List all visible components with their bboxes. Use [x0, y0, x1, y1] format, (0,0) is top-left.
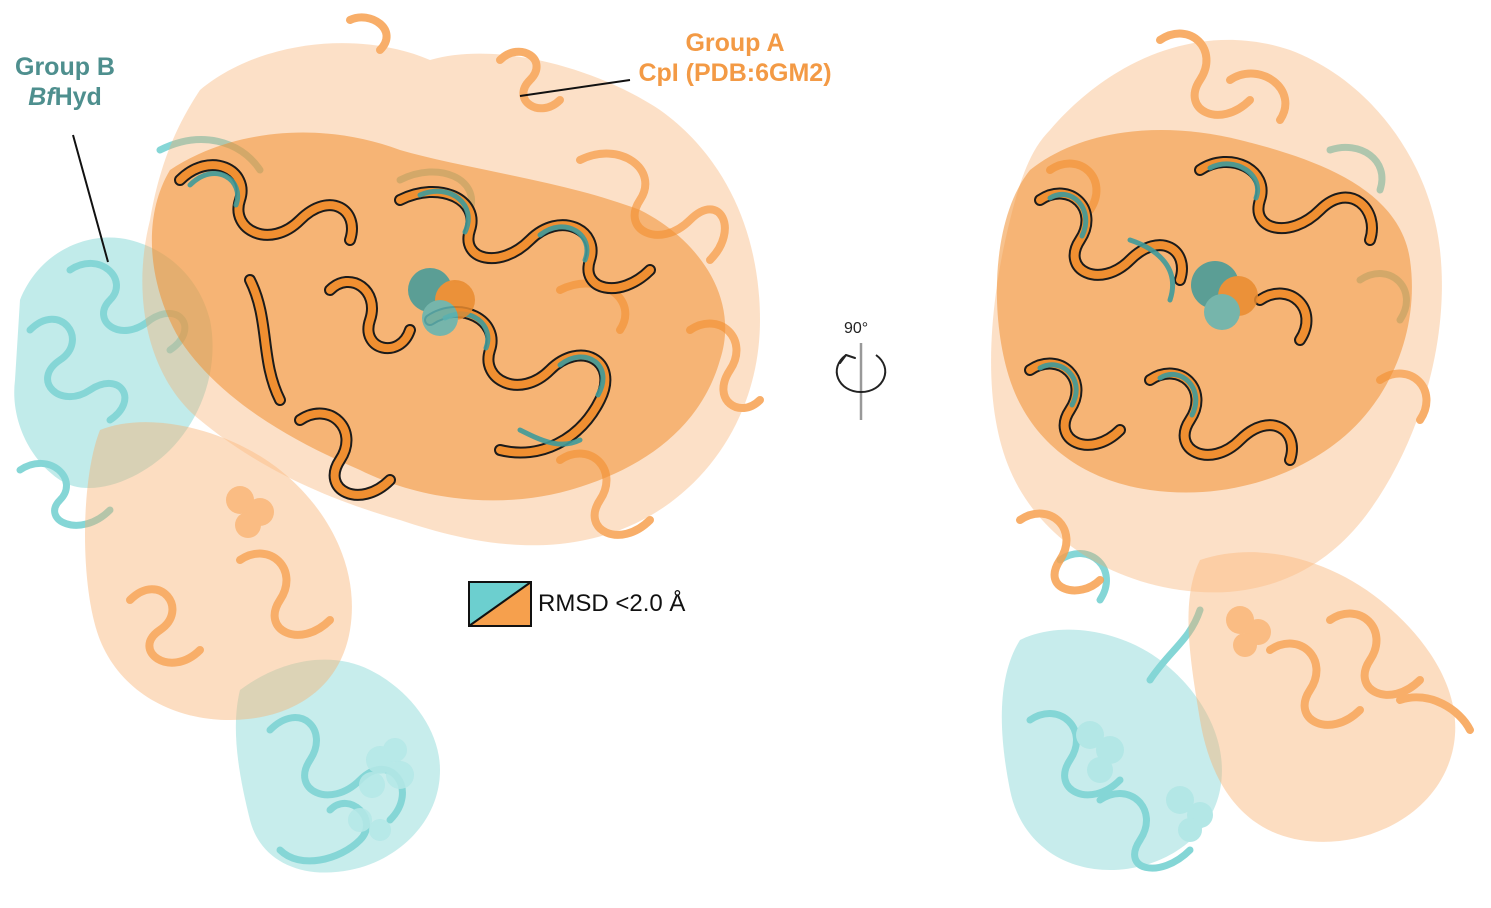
right-structure-aligned-core — [996, 130, 1412, 493]
group-b-label: Group B BfHyd — [0, 52, 130, 112]
group-b-title: Group B — [15, 53, 115, 81]
group-b-protein-rest: Hyd — [54, 83, 102, 111]
group-b-protein-name: BfHyd — [0, 82, 130, 112]
group-b-leader-line — [72, 134, 109, 263]
legend-swatch — [468, 581, 532, 627]
group-a-title: Group A — [685, 29, 785, 57]
rotation-arrow-icon — [835, 343, 887, 420]
group-a-leader-line — [519, 79, 631, 97]
rotation-angle-label: 90° — [844, 320, 869, 337]
group-a-label: Group A CpI (PDB:6GM2) — [600, 28, 870, 88]
group-a-protein-name: CpI (PDB:6GM2) — [638, 59, 832, 87]
legend-label: RMSD <2.0 Å — [538, 590, 686, 617]
left-structure-aligned-core — [151, 132, 726, 501]
group-b-protein-italic: Bf — [28, 83, 55, 111]
